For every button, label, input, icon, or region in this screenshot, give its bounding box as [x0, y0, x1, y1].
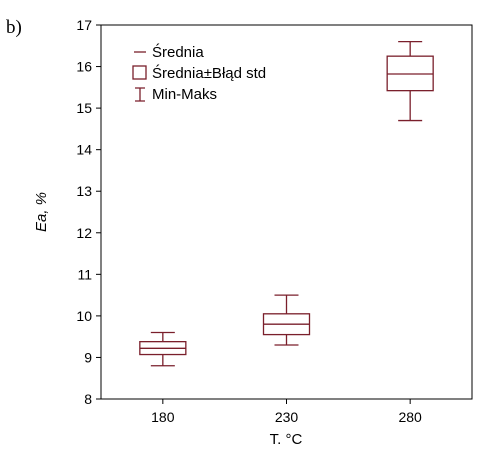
y-axis: 8 9 10 11 12 13 14 15 16 17 — [76, 17, 101, 407]
y-tick-label: 13 — [76, 183, 92, 199]
legend-whisker-label: Min-Maks — [152, 86, 217, 103]
x-tick-label: 280 — [398, 409, 422, 425]
x-tick-label: 230 — [275, 409, 299, 425]
legend-whisker-symbol — [135, 87, 145, 102]
y-tick-label: 16 — [76, 59, 92, 75]
box-group-280 — [386, 40, 434, 122]
box-series — [139, 40, 434, 367]
y-tick-label: 14 — [76, 142, 92, 158]
y-tick-label: 10 — [76, 308, 92, 324]
y-axis-title: Ea, % — [33, 192, 50, 232]
legend-item-mean: Średnia — [134, 43, 204, 61]
y-tick-label: 9 — [84, 349, 92, 365]
panel-label: b) — [6, 17, 22, 38]
x-axis-title: T. °C — [270, 431, 303, 448]
legend-box-symbol — [132, 65, 147, 80]
legend-mean-label: Średnia — [152, 43, 204, 61]
y-tick-label: 8 — [84, 391, 92, 407]
legend-item-box: Średnia±Błąd std — [132, 64, 266, 82]
box-group-230 — [262, 294, 311, 346]
legend: Średnia Średnia±Błąd std Min-Maks — [132, 43, 266, 103]
x-tick-label: 180 — [151, 409, 175, 425]
legend-item-whisker: Min-Maks — [135, 86, 217, 103]
legend-box-label: Średnia±Błąd std — [152, 64, 266, 82]
y-tick-label: 12 — [76, 225, 92, 241]
y-tick-label: 11 — [77, 266, 92, 282]
box-group-180 — [139, 331, 187, 367]
y-tick-label: 17 — [76, 17, 92, 33]
x-axis: 180 230 280 — [151, 399, 422, 425]
y-tick-label: 15 — [76, 100, 92, 116]
